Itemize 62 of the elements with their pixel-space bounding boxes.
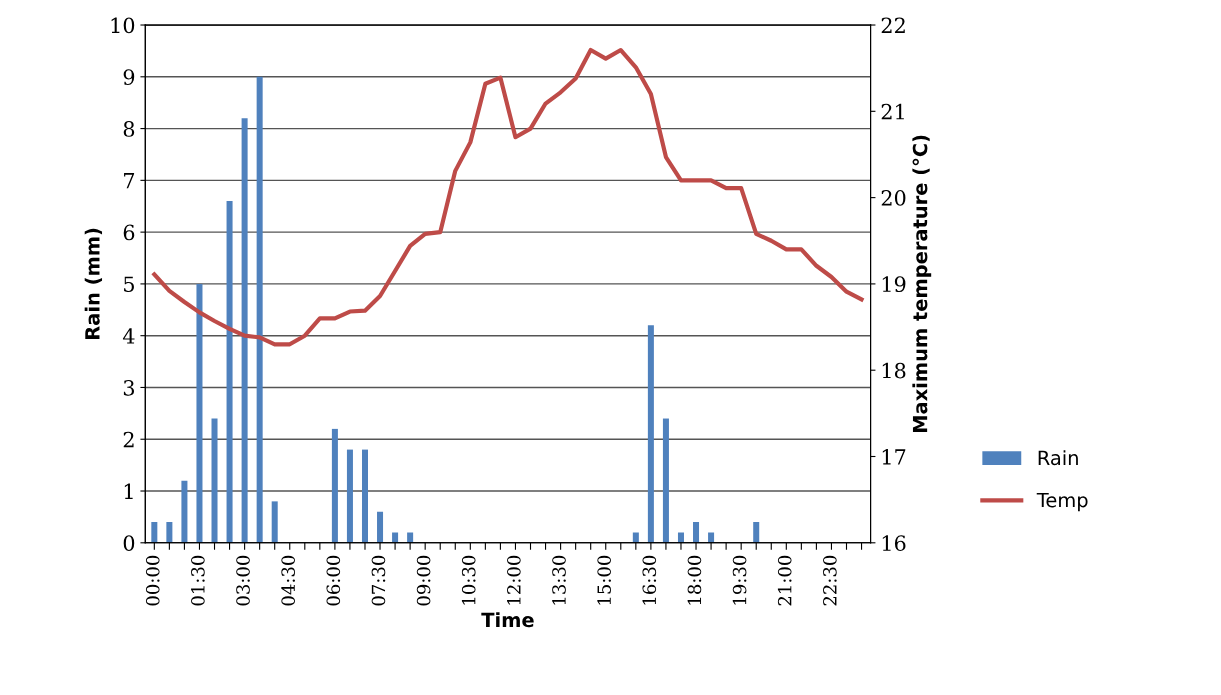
- bar: [377, 511, 384, 543]
- y-tick-label: 4: [122, 328, 135, 344]
- x-tick-label: 06:00: [326, 555, 341, 606]
- bar: [407, 532, 414, 543]
- bar: [647, 325, 654, 543]
- bar: [241, 118, 248, 543]
- x-tick-label: 13:30: [552, 555, 566, 605]
- bar: [331, 428, 338, 543]
- bar: [196, 283, 203, 543]
- bar: [166, 522, 173, 543]
- x-tick-label: 16:30: [642, 555, 657, 605]
- bar: [708, 532, 715, 543]
- x-tick-label: 15:00: [597, 555, 611, 605]
- x-tick-label: 21:00: [777, 555, 792, 606]
- bar: [662, 418, 669, 543]
- x-tick-label: 09:00: [416, 555, 431, 606]
- x-tick-label: 10:30: [461, 555, 476, 605]
- bar: [753, 522, 760, 543]
- x-tick-label: 22:30: [823, 555, 837, 606]
- x-tick-label: 01:30: [191, 555, 205, 606]
- y-tick-label: 0: [123, 535, 135, 552]
- legend-label: Temp: [1036, 492, 1088, 512]
- x-tick-label: 07:30: [371, 555, 386, 606]
- x-tick-label: 03:00: [236, 555, 250, 606]
- y2-tick-label: 18: [882, 362, 906, 379]
- y-tick-label: 6: [123, 224, 135, 241]
- bar: [226, 201, 233, 543]
- y2-tick-label: 17: [882, 448, 906, 465]
- bar: [361, 449, 368, 543]
- bar: [256, 76, 263, 543]
- y-tick-label: 1: [124, 483, 133, 499]
- x-tick-label: 00:00: [145, 555, 160, 606]
- bar: [693, 522, 700, 543]
- x-tick-label: 18:00: [687, 555, 702, 605]
- y2-tick-label: 19: [882, 276, 906, 293]
- y-tick-label: 9: [123, 69, 135, 86]
- x-axis-title: Time: [481, 612, 534, 628]
- bar: [181, 480, 188, 543]
- y-tick-label: 7: [124, 173, 135, 189]
- y-tick-label: 3: [123, 379, 135, 396]
- y2-tick-label: 21: [881, 103, 904, 120]
- bar: [677, 532, 684, 543]
- x-tick-label: 04:30: [281, 555, 295, 606]
- bar: [151, 522, 158, 543]
- bar: [346, 449, 353, 543]
- legend-label: Rain: [1038, 450, 1078, 466]
- y2-tick-label: 20: [881, 190, 906, 206]
- y-tick-label: 10: [111, 17, 135, 34]
- y-tick-label: 5: [124, 276, 134, 293]
- y-axis-title: Rain (mm): [84, 228, 103, 339]
- x-tick-label: 19:30: [732, 555, 747, 605]
- y2-axis-title: Maximum temperature (°C): [912, 135, 932, 433]
- y2-tick-label: 22: [881, 17, 905, 33]
- bar: [632, 532, 639, 543]
- y-tick-label: 2: [123, 431, 134, 448]
- bar: [392, 532, 399, 543]
- line-series: [152, 47, 864, 347]
- bar: [211, 418, 218, 543]
- bar: [271, 501, 278, 543]
- y-tick-label: 8: [123, 121, 135, 137]
- y2-tick-label: 16: [882, 535, 906, 552]
- x-tick-label: 12:00: [507, 555, 521, 605]
